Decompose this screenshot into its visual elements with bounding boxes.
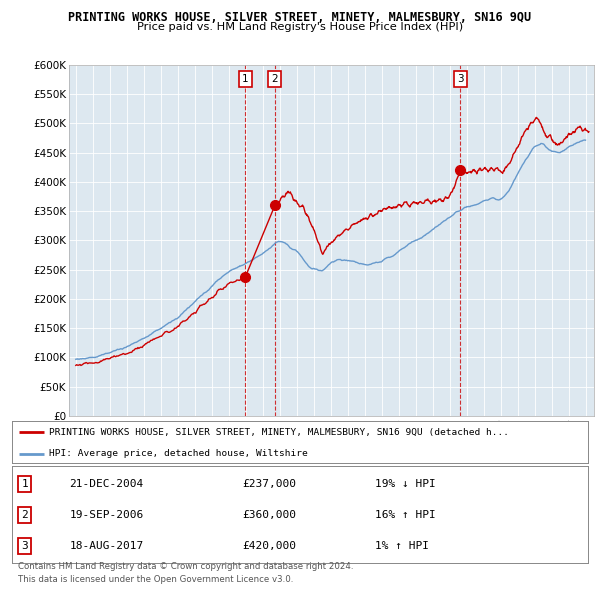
Text: £360,000: £360,000 [242, 510, 296, 520]
Text: £420,000: £420,000 [242, 541, 296, 551]
Text: 2: 2 [272, 74, 278, 84]
Text: 3: 3 [457, 74, 464, 84]
Text: 18-AUG-2017: 18-AUG-2017 [70, 541, 144, 551]
Text: £237,000: £237,000 [242, 478, 296, 489]
Text: Price paid vs. HM Land Registry's House Price Index (HPI): Price paid vs. HM Land Registry's House … [137, 22, 463, 32]
Text: 21-DEC-2004: 21-DEC-2004 [70, 478, 144, 489]
Text: 1: 1 [242, 74, 248, 84]
Text: Contains HM Land Registry data © Crown copyright and database right 2024.: Contains HM Land Registry data © Crown c… [18, 562, 353, 571]
Text: 16% ↑ HPI: 16% ↑ HPI [375, 510, 436, 520]
Text: 2: 2 [21, 510, 28, 520]
Text: 1% ↑ HPI: 1% ↑ HPI [375, 541, 429, 551]
Text: 19% ↓ HPI: 19% ↓ HPI [375, 478, 436, 489]
Text: 1: 1 [21, 478, 28, 489]
Text: HPI: Average price, detached house, Wiltshire: HPI: Average price, detached house, Wilt… [49, 450, 308, 458]
Text: PRINTING WORKS HOUSE, SILVER STREET, MINETY, MALMESBURY, SN16 9QU: PRINTING WORKS HOUSE, SILVER STREET, MIN… [68, 11, 532, 24]
Text: PRINTING WORKS HOUSE, SILVER STREET, MINETY, MALMESBURY, SN16 9QU (detached h...: PRINTING WORKS HOUSE, SILVER STREET, MIN… [49, 428, 509, 437]
Text: 3: 3 [21, 541, 28, 551]
Text: 19-SEP-2006: 19-SEP-2006 [70, 510, 144, 520]
Text: This data is licensed under the Open Government Licence v3.0.: This data is licensed under the Open Gov… [18, 575, 293, 584]
